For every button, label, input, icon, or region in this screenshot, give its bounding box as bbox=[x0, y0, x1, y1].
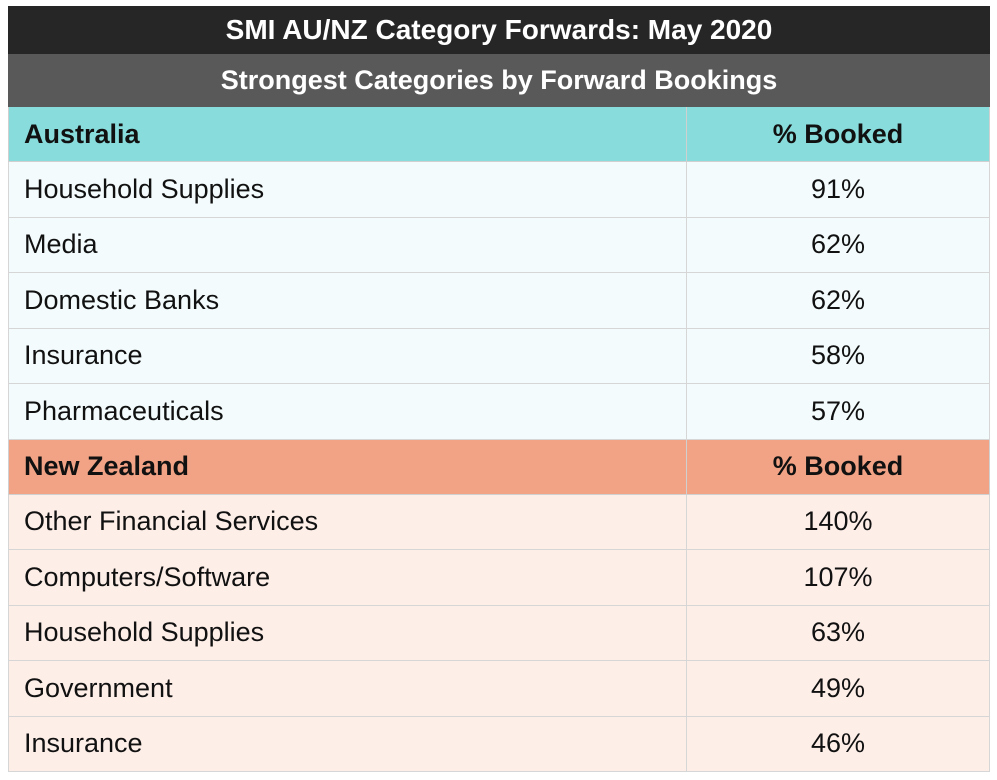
forward-bookings-table: SMI AU/NZ Category Forwards: May 2020 St… bbox=[8, 6, 990, 772]
booked-cell: 58% bbox=[686, 327, 990, 384]
section-header-new-zealand: New Zealand % Booked bbox=[8, 438, 990, 495]
table-row: Household Supplies 91% bbox=[8, 161, 990, 218]
table-subtitle-row: Strongest Categories by Forward Bookings bbox=[8, 53, 990, 107]
region-label: Australia bbox=[8, 106, 687, 162]
booked-cell: 140% bbox=[686, 493, 990, 550]
table-row: Insurance 58% bbox=[8, 327, 990, 384]
table-row: Pharmaceuticals 57% bbox=[8, 383, 990, 440]
table-row: Government 49% bbox=[8, 660, 990, 717]
forward-bookings-table-container: SMI AU/NZ Category Forwards: May 2020 St… bbox=[8, 6, 990, 772]
table-title-row: SMI AU/NZ Category Forwards: May 2020 bbox=[8, 6, 990, 54]
booked-cell: 63% bbox=[686, 604, 990, 661]
category-cell: Other Financial Services bbox=[8, 493, 687, 550]
booked-cell: 91% bbox=[686, 161, 990, 218]
region-label: New Zealand bbox=[8, 438, 687, 495]
category-cell: Government bbox=[8, 660, 687, 717]
table-row: Domestic Banks 62% bbox=[8, 272, 990, 329]
booked-cell: 57% bbox=[686, 383, 990, 440]
category-cell: Household Supplies bbox=[8, 604, 687, 661]
category-cell: Insurance bbox=[8, 327, 687, 384]
table-subtitle: Strongest Categories by Forward Bookings bbox=[8, 53, 990, 107]
booked-cell: 62% bbox=[686, 216, 990, 273]
category-cell: Pharmaceuticals bbox=[8, 383, 687, 440]
table-row: Household Supplies 63% bbox=[8, 604, 990, 661]
table-title: SMI AU/NZ Category Forwards: May 2020 bbox=[8, 6, 990, 54]
booked-cell: 49% bbox=[686, 660, 990, 717]
category-cell: Insurance bbox=[8, 715, 687, 772]
booked-cell: 46% bbox=[686, 715, 990, 772]
table-row: Media 62% bbox=[8, 216, 990, 273]
table-row: Computers/Software 107% bbox=[8, 549, 990, 606]
table-row: Insurance 46% bbox=[8, 715, 990, 772]
table-row: Other Financial Services 140% bbox=[8, 493, 990, 550]
booked-column-header: % Booked bbox=[686, 438, 990, 495]
section-header-australia: Australia % Booked bbox=[8, 106, 990, 162]
booked-cell: 107% bbox=[686, 549, 990, 606]
category-cell: Household Supplies bbox=[8, 161, 687, 218]
category-cell: Computers/Software bbox=[8, 549, 687, 606]
category-cell: Media bbox=[8, 216, 687, 273]
booked-column-header: % Booked bbox=[686, 106, 990, 162]
category-cell: Domestic Banks bbox=[8, 272, 687, 329]
booked-cell: 62% bbox=[686, 272, 990, 329]
